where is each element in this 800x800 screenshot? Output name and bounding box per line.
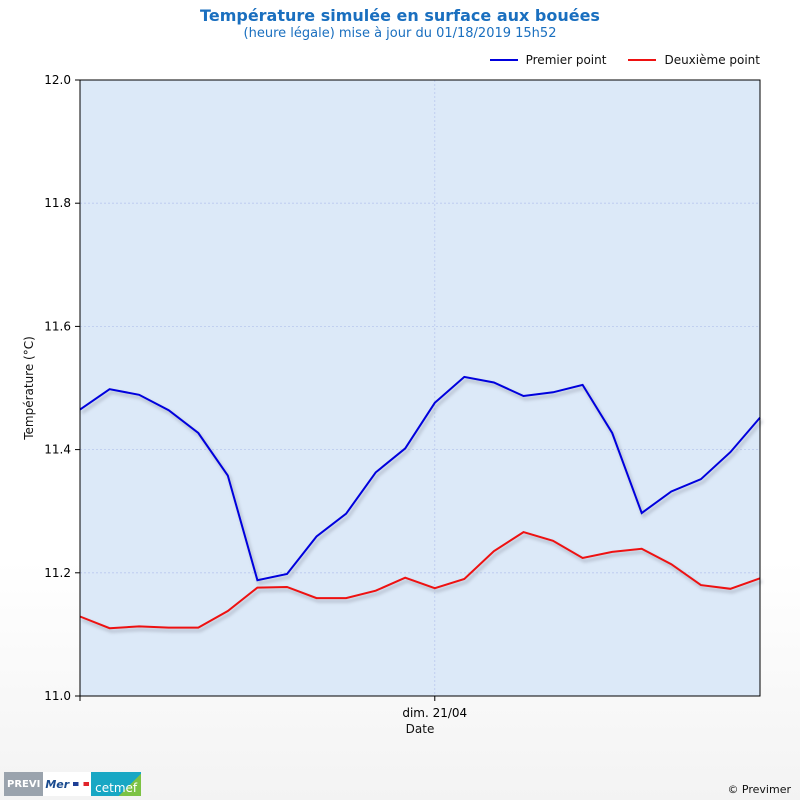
series-1-shadow: [81, 378, 764, 585]
y-tick-label: 11.4: [44, 443, 71, 457]
chart-title: Température simulée en surface aux bouée…: [200, 6, 600, 25]
y-tick-label: 11.2: [44, 566, 71, 580]
y-tick-label: 12.0: [44, 73, 71, 87]
logo-cetmef-text: cetmef: [91, 772, 142, 796]
series-1-line: [79, 375, 761, 582]
french-flag-icon: [71, 772, 92, 796]
copyright-text: © Previmer: [727, 783, 791, 796]
legend-item-series-1: Premier point: [489, 53, 607, 67]
y-tick-label: 11.6: [44, 319, 71, 333]
logo-mer-text: Mer: [43, 772, 72, 796]
legend-label-series-2: Deuxième point: [664, 53, 760, 67]
y-tick-label: 11.0: [44, 689, 71, 703]
series-2-shadow: [81, 533, 763, 633]
legend-swatch-series-2: [628, 59, 657, 61]
x-axis-label: Date: [405, 722, 435, 736]
legend-item-series-2: Deuxième point: [628, 53, 760, 67]
previmer-logo: PREVI Mer cetmef: [4, 772, 142, 796]
series-2-line: [79, 531, 761, 630]
legend-label-series-1: Premier point: [525, 53, 607, 67]
y-axis-label: Température (°C): [22, 336, 36, 440]
plot-area: [80, 80, 760, 696]
legend-swatch-series-1: [489, 59, 518, 61]
chart-subtitle: (heure légale) mise à jour du 01/18/2019…: [243, 26, 557, 41]
y-tick-label: 11.8: [44, 196, 71, 210]
chart-legend: Premier point Deuxième point: [489, 53, 760, 67]
plot-frame: [79, 79, 761, 697]
x-tick-label: dim. 21/04: [402, 706, 467, 720]
logo-previ-text: PREVI: [4, 772, 44, 796]
